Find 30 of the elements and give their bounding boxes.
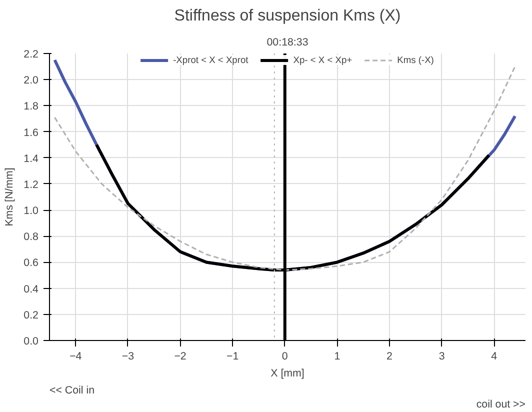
y-tick-label: 2.0 <box>24 74 39 87</box>
y-tick-label: 1.6 <box>24 126 39 139</box>
y-tick-label: 1.0 <box>24 205 39 218</box>
y-tick-label: 0.8 <box>24 231 39 244</box>
x-tick-label: 2 <box>386 350 393 362</box>
x-tick-label: −3 <box>122 350 134 362</box>
legend-label: Kms (-X) <box>397 55 434 65</box>
x-axis-title: X [mm] <box>270 368 304 380</box>
x-tick-label: −4 <box>70 350 82 362</box>
x-tick-label: −2 <box>174 350 186 362</box>
y-tick-label: 2.2 <box>24 48 39 60</box>
y-axis-title: Kms [N/mm] <box>4 168 16 226</box>
x-tick-label: 4 <box>491 350 498 362</box>
y-tick-label: 0.6 <box>24 257 39 270</box>
x-tick-label: 0 <box>282 350 288 362</box>
y-tick-label: 0.2 <box>24 309 39 322</box>
text: coil out >> <box>476 398 526 410</box>
y-tick-label: 1.2 <box>24 178 39 191</box>
y-tick-label: 1.8 <box>24 100 39 113</box>
y-tick-label: 0.4 <box>24 283 39 296</box>
x-tick-label: −1 <box>226 350 239 362</box>
legend-label: -Xprot < X < Xprot <box>173 55 248 65</box>
text: << Coil in <box>50 384 95 396</box>
chart-title: Stiffness of suspension Kms (X) <box>174 8 401 24</box>
x-tick-label: 1 <box>334 350 340 362</box>
chart-subtitle: 00:18:33 <box>266 36 308 48</box>
x-tick-label: 3 <box>438 350 445 362</box>
y-tick-label: 0.0 <box>24 336 39 348</box>
y-tick-label: 1.4 <box>24 152 39 165</box>
legend-label: Xp- < X < Xp+ <box>293 55 352 65</box>
